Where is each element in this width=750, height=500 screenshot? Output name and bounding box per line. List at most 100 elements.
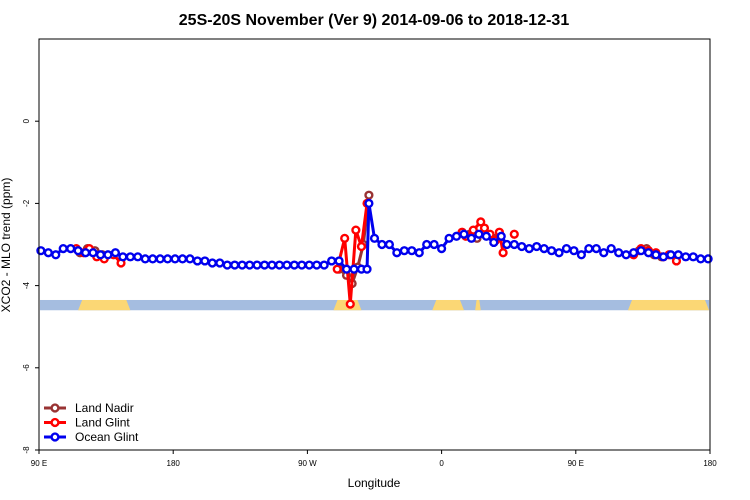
data-point	[451, 231, 462, 241]
data-point	[362, 264, 372, 274]
data-point	[377, 239, 387, 250]
data-point	[356, 241, 367, 252]
data-point	[51, 250, 61, 260]
data-point	[407, 246, 417, 256]
legend-item: Ocean Glint	[44, 430, 139, 444]
data-point	[230, 260, 240, 270]
data-point	[110, 248, 121, 258]
data-point	[414, 248, 424, 258]
legend-item: Land Nadir	[44, 401, 134, 415]
data-point	[591, 244, 601, 254]
data-point	[341, 264, 352, 274]
y-tick-label: -8	[22, 446, 31, 454]
data-point	[252, 260, 262, 270]
data-point	[340, 233, 350, 243]
data-point	[155, 254, 165, 264]
data-point	[606, 244, 616, 254]
data-point	[43, 248, 53, 258]
data-point	[327, 256, 337, 266]
data-point	[148, 254, 158, 264]
data-point	[125, 252, 135, 262]
data-point	[532, 241, 542, 252]
x-axis-label: Longitude	[348, 476, 401, 490]
y-axis: 0 -2 -4 -6 -8	[22, 118, 39, 454]
data-point	[364, 198, 374, 209]
data-point	[66, 244, 76, 254]
land-patch	[432, 299, 464, 311]
data-point	[237, 260, 247, 270]
x-axis: 90 E 180 90 W 0 90 E 180	[31, 450, 717, 468]
chart-title: 25S-20S November (Ver 9) 2014-09-06 to 2…	[179, 12, 570, 29]
x-tick-label: 180	[703, 459, 717, 468]
data-point	[177, 254, 188, 264]
data-point	[539, 244, 549, 254]
data-point	[319, 260, 329, 270]
data-point	[466, 233, 477, 243]
data-point	[681, 252, 691, 262]
data-point	[215, 258, 225, 268]
data-point	[140, 254, 150, 264]
data-point	[274, 260, 285, 270]
legend-swatch-marker	[50, 417, 60, 428]
data-point	[561, 244, 572, 254]
data-point	[666, 250, 676, 260]
data-point	[474, 229, 484, 239]
data-point	[673, 250, 683, 260]
data-point	[36, 246, 46, 256]
data-point	[297, 260, 307, 270]
data-point	[584, 244, 594, 254]
data-point	[245, 260, 255, 270]
data-point	[621, 250, 631, 260]
data-point	[349, 264, 359, 274]
data-point	[58, 244, 68, 254]
data-point	[444, 233, 454, 243]
data-point	[569, 246, 579, 256]
data-point	[643, 248, 654, 258]
chart-title-group: 25S-20S November (Ver 9) 2014-09-06 to 2…	[179, 12, 570, 29]
data-point	[688, 252, 698, 262]
data-point	[422, 239, 432, 250]
data-point	[88, 248, 98, 258]
data-point	[517, 241, 527, 252]
data-point	[369, 233, 380, 243]
data-point	[133, 252, 143, 262]
x-tick-label: 180	[167, 459, 181, 468]
land-patch	[78, 299, 131, 311]
data-point	[345, 299, 355, 309]
data-point	[334, 256, 344, 266]
legend-item: Land Glint	[44, 416, 130, 430]
data-point	[509, 239, 519, 250]
data-point	[524, 244, 534, 254]
land-patch	[627, 299, 709, 311]
data-point	[222, 260, 232, 270]
data-point	[509, 229, 519, 239]
legend-label: Land Nadir	[75, 401, 134, 415]
data-point	[554, 248, 564, 258]
legend-label: Ocean Glint	[75, 430, 139, 444]
data-point	[392, 248, 402, 258]
data-point	[399, 246, 409, 256]
data-point	[304, 260, 314, 270]
data-point	[546, 246, 557, 256]
data-point	[703, 254, 713, 264]
data-point	[481, 231, 491, 241]
data-point	[80, 248, 91, 258]
data-point	[498, 248, 508, 258]
data-point	[479, 223, 490, 233]
y-axis-label: XCO2 - MLO trend (ppm)	[0, 178, 13, 313]
data-point	[267, 260, 277, 270]
x-tick-label: 0	[439, 459, 444, 468]
data-point	[658, 252, 669, 262]
y-tick-label: -4	[22, 281, 31, 289]
data-point	[696, 254, 706, 264]
data-point	[576, 250, 586, 260]
data-point	[614, 248, 624, 258]
data-point	[118, 252, 128, 262]
data-point	[332, 264, 342, 274]
data-point	[489, 237, 499, 248]
data-point	[599, 248, 609, 258]
x-tick-label: 90 W	[298, 459, 317, 468]
series-ocean-glint	[36, 198, 713, 274]
